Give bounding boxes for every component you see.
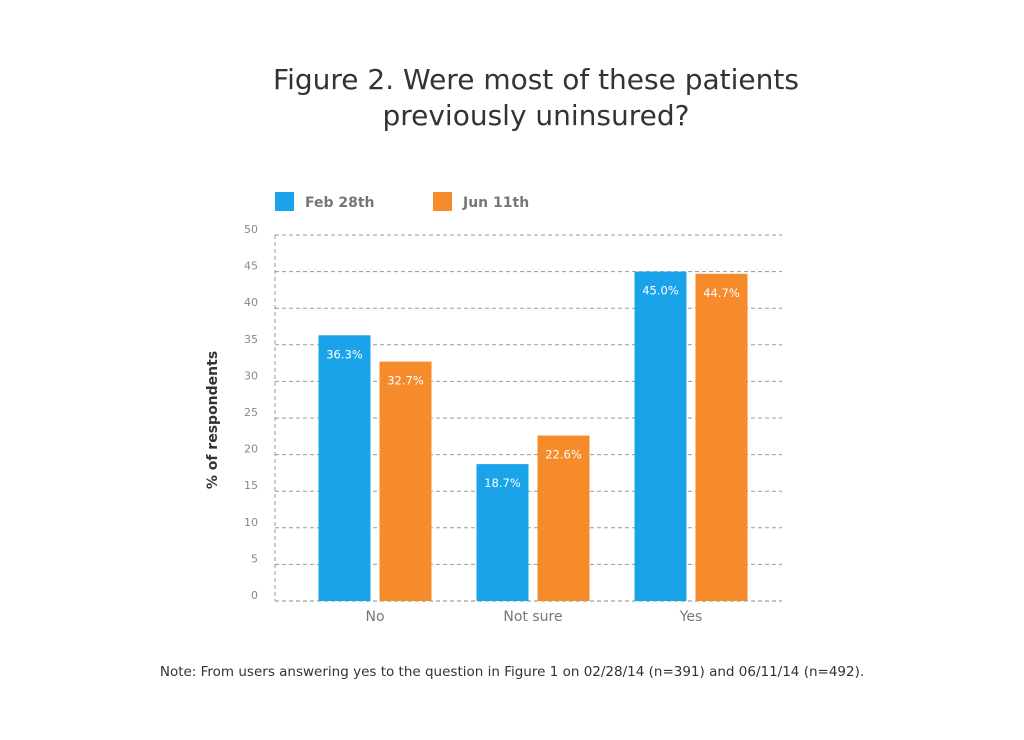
bar-feb-28th-no bbox=[318, 335, 371, 601]
y-tick-label: 0 bbox=[251, 589, 258, 602]
legend-label: Jun 11th bbox=[462, 195, 529, 211]
y-tick-label: 15 bbox=[244, 479, 258, 492]
y-tick-label: 10 bbox=[244, 516, 258, 529]
bar-data-label: 32.7% bbox=[387, 374, 424, 388]
y-tick-label: 20 bbox=[244, 443, 258, 456]
bar-feb-28th-yes bbox=[634, 271, 687, 601]
x-tick-label: Not sure bbox=[503, 609, 562, 625]
bar-data-label: 22.6% bbox=[545, 448, 582, 462]
chart-note: Note: From users answering yes to the qu… bbox=[159, 664, 865, 680]
x-tick-label: Yes bbox=[679, 609, 703, 625]
bar-feb-28th-not-sure bbox=[476, 464, 529, 601]
y-tick-label: 35 bbox=[244, 333, 258, 346]
bar-data-label: 44.7% bbox=[703, 286, 740, 300]
chart-title-line-1: Figure 2. Were most of these patients bbox=[273, 63, 799, 96]
legend-swatch bbox=[275, 192, 294, 211]
bar-data-label: 45.0% bbox=[642, 284, 679, 298]
bar-jun-11th-no bbox=[379, 361, 432, 601]
y-axis-label: % of respondents bbox=[205, 351, 221, 489]
legend-label: Feb 28th bbox=[305, 195, 375, 211]
y-tick-label: 30 bbox=[244, 369, 258, 382]
y-tick-label: 40 bbox=[244, 296, 258, 309]
chart-title-line-2: previously uninsured? bbox=[382, 99, 690, 132]
y-tick-label: 25 bbox=[244, 406, 258, 419]
y-tick-label: 5 bbox=[251, 552, 258, 565]
legend-swatch bbox=[433, 192, 452, 211]
chart-title: Figure 2. Were most of these patients pr… bbox=[236, 62, 836, 134]
bar-data-label: 18.7% bbox=[484, 476, 521, 490]
y-tick-label: 45 bbox=[244, 260, 258, 273]
bar-jun-11th-not-sure bbox=[537, 435, 590, 601]
bar-jun-11th-yes bbox=[695, 273, 748, 601]
bar-data-label: 36.3% bbox=[326, 347, 363, 361]
x-tick-label: No bbox=[365, 609, 384, 625]
y-tick-label: 50 bbox=[244, 223, 258, 236]
